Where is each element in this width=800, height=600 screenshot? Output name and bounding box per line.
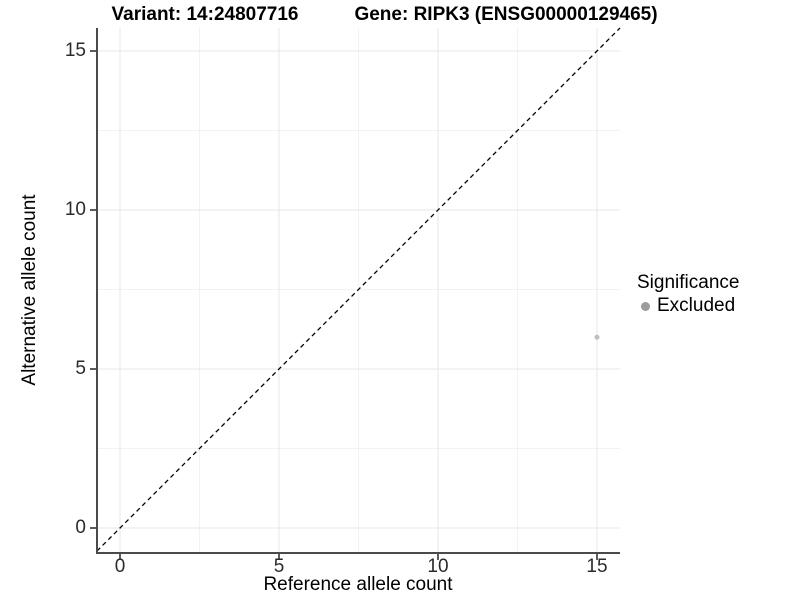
plot-title-gene: Gene: RIPK3 (ENSG00000129465) — [354, 4, 658, 25]
identity-reference-line — [96, 27, 621, 552]
y-tick-label: 5 — [75, 358, 86, 379]
y-tick-label: 0 — [75, 517, 86, 538]
y-axis-title: Alternative allele count — [19, 194, 40, 386]
x-tick-label: 5 — [273, 556, 285, 577]
x-tick-label: 10 — [427, 556, 449, 577]
y-tick-label: 10 — [64, 199, 86, 220]
plot-title-variant: Variant: 14:24807716 — [111, 4, 299, 25]
legend-point-icon — [641, 301, 650, 311]
data-point — [594, 334, 600, 340]
legend-title: Significance — [637, 272, 740, 293]
x-axis-title: Reference allele count — [263, 574, 453, 595]
y-tick-label: 15 — [64, 40, 86, 61]
legend: Significance Excluded — [637, 272, 739, 317]
legend-item-label: Excluded — [657, 295, 736, 316]
legend-item-excluded: Excluded — [637, 295, 739, 317]
x-tick-label: 15 — [586, 556, 608, 577]
x-tick-label: 0 — [114, 556, 126, 577]
